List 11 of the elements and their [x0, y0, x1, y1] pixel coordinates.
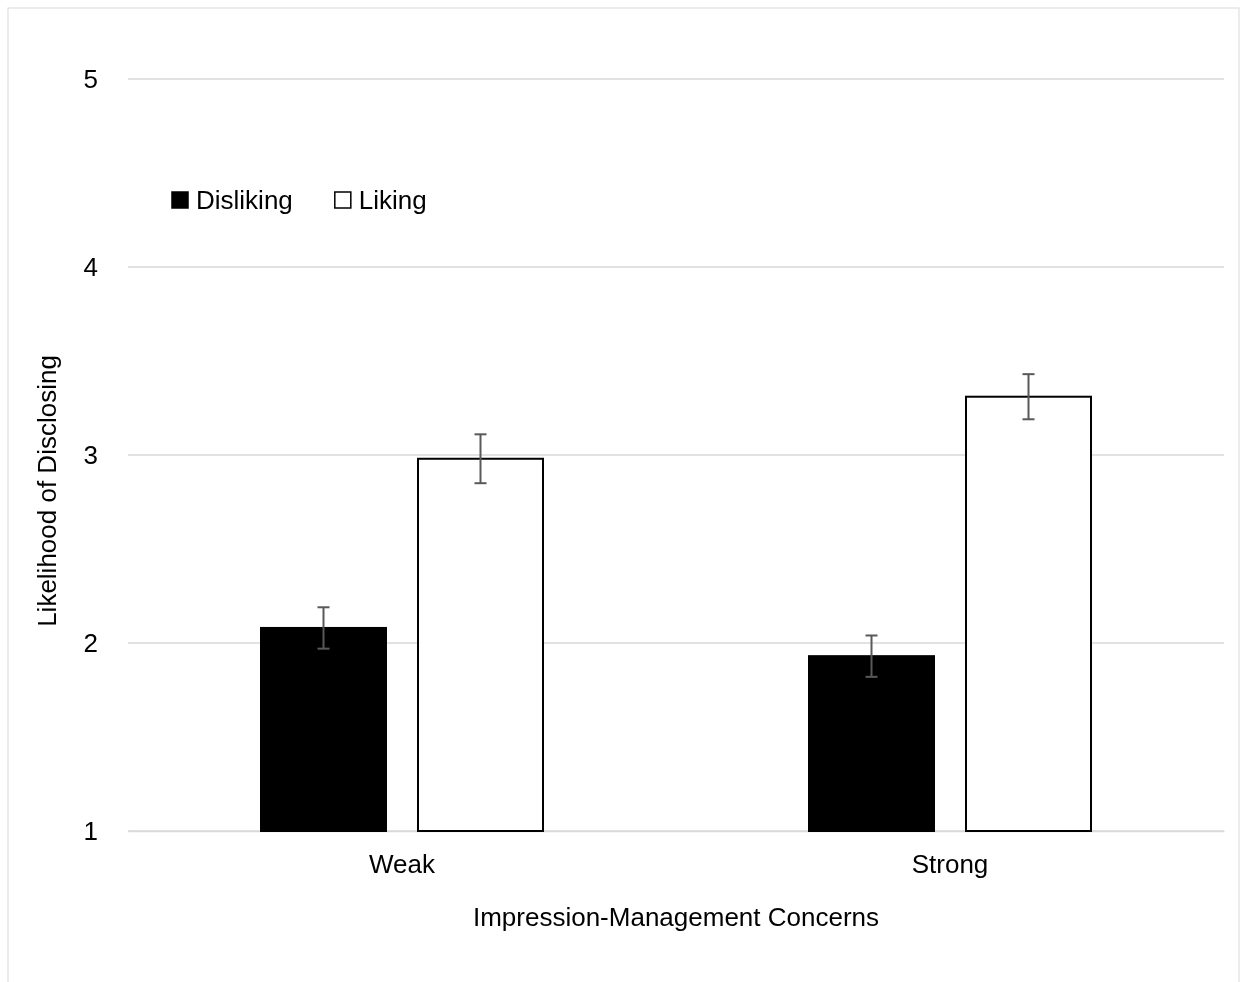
x-tick-label: Strong: [911, 849, 989, 880]
y-tick-label: 2: [83, 627, 98, 658]
y-tick-label: 3: [83, 439, 98, 470]
x-tick-label: Weak: [369, 849, 436, 880]
y-tick-label: 5: [83, 63, 98, 94]
y-tick-label: 1: [83, 815, 98, 846]
x-axis-title: Impression-Management Concerns: [472, 902, 880, 932]
legend-label: Liking: [358, 185, 427, 215]
y-axis-title: Likelihood of Disclosing: [32, 355, 62, 627]
legend-label: Disliking: [196, 185, 293, 215]
y-tick-label: 4: [83, 251, 98, 282]
